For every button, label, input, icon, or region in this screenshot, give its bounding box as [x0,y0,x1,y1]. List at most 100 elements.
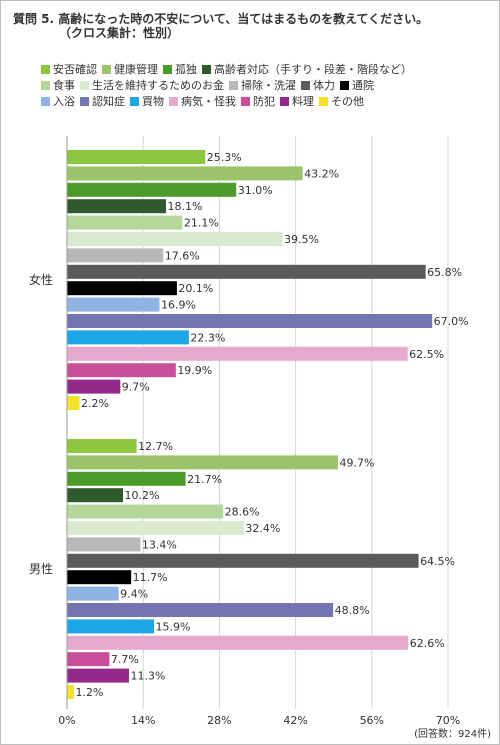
bar [67,570,132,585]
legend-label: 認知症 [92,95,125,108]
data-label: 62.5% [409,348,444,361]
legend-swatch [130,96,139,106]
data-label: 9.4% [120,588,148,601]
category-label: 女性 [29,272,53,287]
x-tick-label: 28% [207,714,231,727]
legend-item: 安否確認 [41,61,97,77]
legend-item: 通院 [340,77,374,93]
x-tick-label: 14% [131,714,155,727]
bar [67,150,206,164]
data-label: 10.2% [125,489,160,502]
bar [67,363,176,378]
bar [67,685,75,699]
bar [67,586,119,601]
chart-title: 質問 5. 高齢になった時の不安について、当てはまるものを教えてください。 [13,12,429,26]
legend-label: 健康管理 [114,63,158,76]
bar [67,281,177,296]
bar [67,346,408,361]
legend-row: 入浴 認知症 買物 病気・怪我 防犯 料理 その他 [41,93,496,109]
bar [67,652,110,667]
legend-label: 病気・怪我 [181,95,236,108]
data-label: 7.7% [111,653,139,666]
legend-swatch [41,96,50,106]
legend-swatch [80,80,89,90]
data-label: 18.1% [168,200,203,213]
legend-item: 食事 [41,77,75,93]
bar [67,182,237,197]
bar [67,504,224,519]
bar [67,297,160,312]
bar [67,314,433,328]
bar [67,232,283,246]
legend-swatch [102,64,111,74]
legend-swatch [41,64,50,74]
legend-item: その他 [319,93,364,109]
data-label: 11.7% [133,571,168,584]
legend-item: 生活を維持するためのお金 [80,77,224,93]
bar [67,166,303,181]
response-count-note: (回答数：924件) [414,729,491,740]
bar [67,379,121,394]
data-label: 49.7% [340,456,375,469]
legend-swatch [229,80,238,90]
bar [67,215,183,230]
bar [67,439,137,453]
x-tick-label: 0% [58,714,75,727]
data-label: 39.5% [284,233,319,246]
bar [67,553,419,568]
legend-row: 食事 生活を維持するためのお金 掃除・洗濯 体力 通院 [41,77,496,93]
legend-item: 買物 [130,93,164,109]
bar [67,199,167,214]
data-label: 31.0% [238,184,273,197]
x-tick-label: 56% [360,714,384,727]
bar [67,668,130,683]
data-label: 64.5% [420,555,455,568]
legend-swatch [163,64,172,74]
data-label: 13.4% [142,538,177,551]
bar [67,488,124,503]
legend-label: 安否確認 [53,63,97,76]
legend-swatch [41,80,50,90]
legend-item: 孤独 [163,61,197,77]
data-label: 67.0% [434,315,469,328]
legend-label: その他 [331,95,364,108]
legend-label: 体力 [313,79,335,92]
data-label: 25.3% [207,151,242,164]
bar [67,248,164,263]
data-label: 65.8% [427,266,462,279]
legend-swatch [319,96,328,106]
data-label: 11.3% [131,670,166,683]
bar [67,471,186,486]
chart-legend: 安否確認 健康管理 孤独 高齢者対応（手すり・段差・階段など） 食事 生活を維持するための… [41,61,496,109]
x-tick-label: 42% [283,714,307,727]
bar [67,455,339,470]
legend-row: 安否確認 健康管理 孤独 高齢者対応（手すり・段差・階段など） [41,61,496,77]
bar [67,330,189,345]
legend-label: 入浴 [53,95,75,108]
data-label: 28.6% [225,506,260,519]
legend-item: 体力 [301,77,335,93]
data-label: 17.6% [165,249,200,262]
chart-subtitle: （クロス集計：性別） [59,26,180,40]
data-label: 62.6% [410,637,445,650]
legend-item: 高齢者対応（手すり・段差・階段など） [202,61,412,77]
data-label: 9.7% [122,381,150,394]
data-label: 12.7% [138,440,173,453]
legend-swatch [80,96,89,106]
legend-item: 病気・怪我 [169,93,236,109]
legend-swatch [340,80,349,90]
legend-label: 生活を維持するためのお金 [92,79,224,92]
legend-label: 高齢者対応（手すり・段差・階段など） [214,63,412,76]
bar [67,619,155,634]
legend-swatch [301,80,310,90]
data-label: 20.1% [178,282,213,295]
data-label: 48.8% [335,604,370,617]
bar [67,635,409,650]
legend-item: 掃除・洗濯 [229,77,296,93]
bar [67,603,334,617]
bar [67,521,244,535]
legend-swatch [241,96,250,106]
bar [67,264,426,279]
